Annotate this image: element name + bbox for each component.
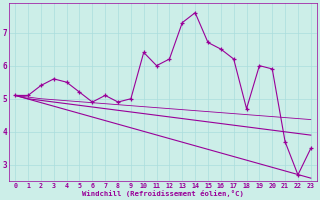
X-axis label: Windchill (Refroidissement éolien,°C): Windchill (Refroidissement éolien,°C) [82,190,244,197]
